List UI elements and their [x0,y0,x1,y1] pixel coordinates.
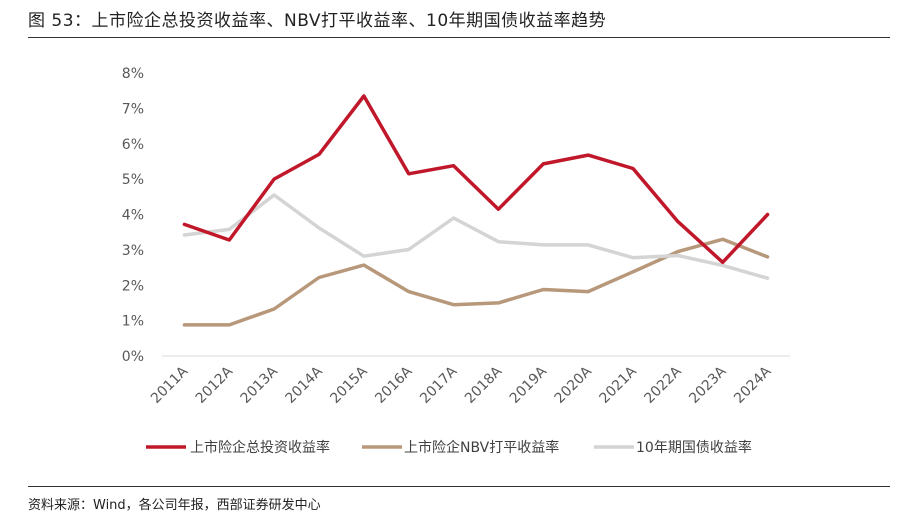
y-tick-label: 2% [122,278,144,294]
y-tick-label: 6% [122,137,144,153]
line-chart: 0%1%2%3%4%5%6%7%8% 2011A 2012A 2013A 2014A 2… [122,66,790,456]
series-lines [182,94,770,327]
x-tick-label: 2016A [372,363,416,407]
legend-label: 上市险企总投资收益率 [190,439,330,456]
title-divider [28,37,890,38]
legend-label: 10年期国债收益率 [636,439,752,456]
x-tick-label: 2018A [462,363,506,407]
y-axis-ticks: 0% 1% 2% 3% 4% 5% 6% 7% 8% [122,66,144,365]
series-line-0 [182,94,770,265]
figure-title: 图 53：上市险企总投资收益率、NBV打平收益率、10年期国债收益率趋势 [28,11,607,31]
y-tick-label: 0% [122,349,144,365]
series-line-2 [182,193,770,280]
x-tick-label: 2020A [552,363,596,407]
x-tick-label: 2024A [731,363,775,407]
series-line-1 [182,237,770,327]
x-tick-label: 2013A [238,363,282,407]
y-tick-label: 5% [122,172,144,188]
x-tick-label: 2012A [193,363,237,407]
y-tick-label: 1% [122,314,144,330]
chart-legend: 上市险企总投资收益率 上市险企NBV打平收益率 10年期国债收益率 [146,439,752,456]
x-tick-label: 2019A [507,363,551,407]
x-tick-label: 2011A [148,363,192,407]
source-note: 资料来源：Wind，各公司年报，西部证券研发中心 [28,498,321,513]
y-tick-label: 3% [122,243,144,259]
y-tick-label: 7% [122,101,144,117]
legend-label: 上市险企NBV打平收益率 [404,439,559,456]
y-tick-label: 4% [122,208,144,224]
x-tick-label: 2014A [283,363,327,407]
x-tick-label: 2015A [327,363,371,407]
x-tick-label: 2017A [417,363,461,407]
x-tick-label: 2022A [641,363,685,407]
source-divider [28,486,890,487]
x-tick-label: 2023A [686,363,730,407]
x-axis-ticks: 2011A 2012A 2013A 2014A 2015A 2016A 2017A 2018A… [148,363,775,407]
x-tick-label: 2021A [597,363,641,407]
y-tick-label: 8% [122,66,144,82]
